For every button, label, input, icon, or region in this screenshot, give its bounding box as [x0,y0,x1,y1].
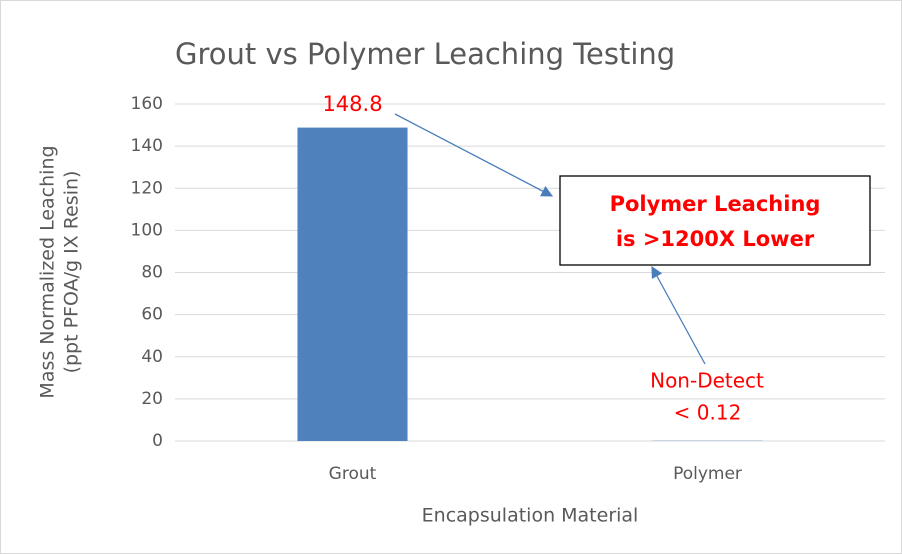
y-tick-label: 140 [131,136,163,156]
arrow [651,265,706,365]
data-label: < 0.12 [674,401,742,425]
y-axis-title-line: Mass Normalized Leaching [37,145,59,398]
y-tick-label: 0 [152,431,163,451]
y-tick-label: 20 [141,389,163,409]
y-axis-title-line: (ppt PFOA/g IX Resin) [61,171,83,374]
plot-area: 0 20 40 60 80 100 120 140 160 Grout Polymer 148.8 < … [131,92,885,484]
callout-text: Polymer Leaching [610,192,821,216]
y-tick-label: 40 [141,347,163,367]
y-axis-title: Mass Normalized Leaching (ppt PFOA/g IX … [37,145,83,398]
x-axis-title: Encapsulation Material [422,505,639,527]
x-tick-label: Polymer [673,464,742,484]
chart-title: Grout vs Polymer Leaching Testing [175,37,675,71]
y-tick-label: 80 [141,263,163,283]
y-tick-label: 160 [131,94,163,114]
callout-box [559,175,871,266]
callout-text: is >1200X Lower [616,227,815,251]
x-tick-label: Grout [329,464,377,484]
data-label: 148.8 [322,92,382,116]
y-tick-label: 120 [131,178,163,198]
arrow [394,113,554,197]
y-tick-label: 60 [141,305,163,325]
y-tick-label: 100 [131,220,163,240]
note: Non-Detect [650,369,764,393]
annotations: Polymer Leaching is >1200X Lower Non-Det… [394,113,871,393]
bar [297,127,408,441]
